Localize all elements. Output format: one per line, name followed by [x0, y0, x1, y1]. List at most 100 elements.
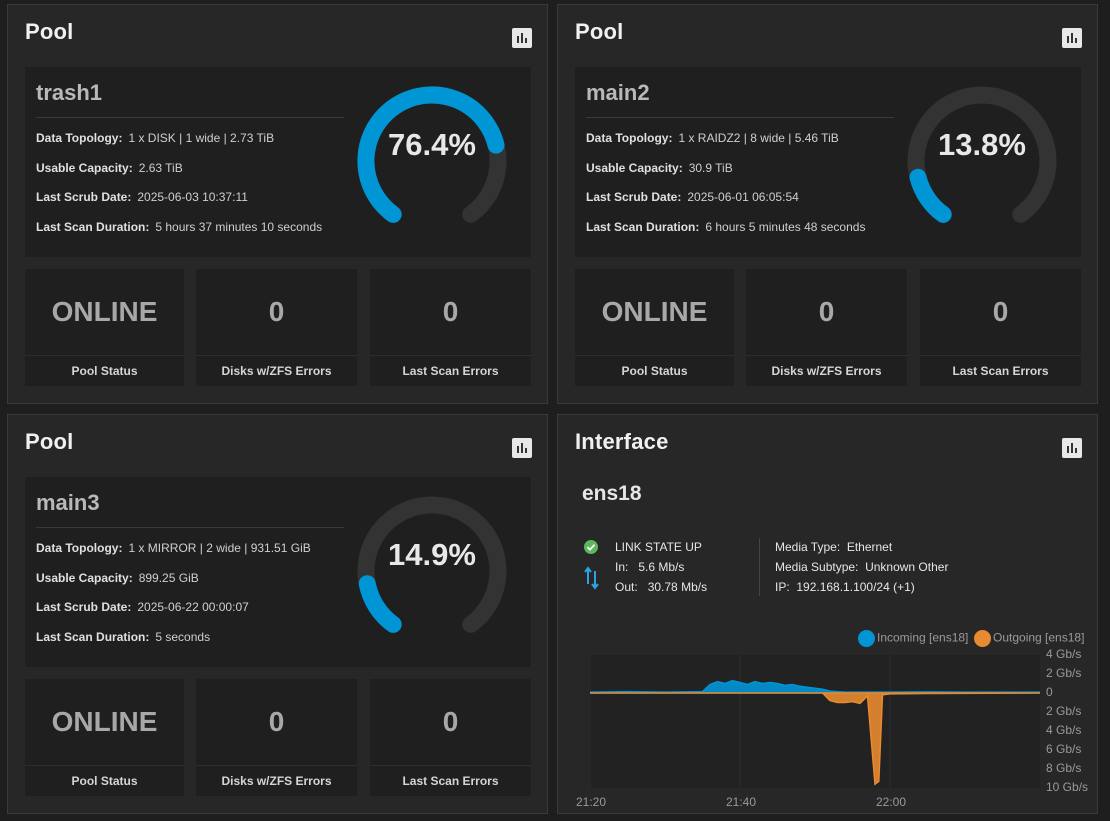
pool-status-box: ONLINE Pool Status [25, 269, 184, 386]
media-subtype-label: Media Subtype: [775, 560, 859, 574]
reports-button[interactable] [512, 28, 532, 48]
ip-address: IP: 192.168.1.100/24 (+1) [775, 580, 915, 594]
media-type-value: Ethernet [846, 540, 893, 554]
interface-name: ens18 [582, 482, 642, 505]
plot-area [590, 655, 1040, 788]
last-scrub-date-value: 2025-06-03 10:37:11 [137, 190, 248, 204]
scan-errors-value: 0 [992, 296, 1009, 327]
last-scrub-date-label: Last Scrub Date: [36, 600, 132, 614]
last-scan-duration: Last Scan Duration: 5 seconds [36, 630, 210, 644]
pool-details: trash1 Data Topology: 1 x DISK | 1 wide |… [25, 67, 531, 257]
usage-gauge [907, 86, 1057, 223]
divider [196, 765, 357, 766]
divider [370, 355, 531, 356]
scan-errors-box: 0 Last Scan Errors [370, 269, 531, 386]
data-topology-value: 1 x RAIDZ2 | 8 wide | 5.46 TiB [678, 131, 839, 145]
usage-percent: 14.9% [388, 537, 476, 572]
data-topology-label: Data Topology: [586, 131, 673, 145]
ip-label: IP: [775, 580, 790, 594]
reports-button[interactable] [1062, 28, 1082, 48]
last-scan-duration: Last Scan Duration: 6 hours 5 minutes 48 … [586, 220, 865, 234]
pool-status-value: ONLINE [51, 706, 158, 737]
last-scan-duration-label: Last Scan Duration: [36, 630, 150, 644]
divider [36, 117, 344, 118]
data-topology: Data Topology: 1 x MIRROR | 2 wide | 931.… [36, 541, 311, 555]
scan-errors-value: 0 [442, 296, 459, 327]
pool-status-value: ONLINE [601, 296, 708, 327]
y-tick-label: 10 Gb/s [1046, 780, 1089, 794]
ip-value: 192.168.1.100/24 (+1) [796, 580, 915, 594]
x-tick-label: 22:00 [876, 795, 907, 809]
in-label: In: [615, 560, 629, 574]
y-tick-label: 0 [1046, 685, 1053, 699]
incoming-dot-icon [858, 630, 875, 647]
pool-card-trash1: Pool trash1 Data Topology: 1 x DISK | 1 w… [7, 4, 548, 404]
divider [746, 355, 907, 356]
data-topology: Data Topology: 1 x RAIDZ2 | 8 wide | 5.46… [586, 131, 839, 145]
bar-chart-icon [517, 443, 527, 453]
legend-outgoing[interactable]: Outgoing [ens18] [974, 630, 1084, 647]
pool-card-main3: Pool main3 Data Topology: 1 x MIRROR | 2 … [7, 414, 548, 814]
divider [759, 538, 760, 596]
scan-errors-value: 0 [442, 706, 459, 737]
legend-incoming-label: Incoming [ens18] [877, 630, 969, 645]
disk-errors-box: 0 Disks w/ZFS Errors [196, 269, 357, 386]
in-value: 5.6 Mb/s [638, 560, 685, 574]
card-title: Pool [575, 19, 624, 44]
data-topology-label: Data Topology: [36, 541, 123, 555]
last-scrub-date: Last Scrub Date: 2025-06-03 10:37:11 [36, 190, 248, 204]
y-tick-label: 2 Gb/s [1046, 666, 1082, 680]
link-state: LINK STATE UP [615, 540, 702, 554]
pool-card-main2: Pool main2 Data Topology: 1 x RAIDZ2 | 8 … [557, 4, 1098, 404]
card-title: Pool [25, 429, 74, 454]
last-scan-duration-label: Last Scan Duration: [586, 220, 700, 234]
last-scan-duration-label: Last Scan Duration: [36, 220, 150, 234]
data-topology-value: 1 x MIRROR | 2 wide | 931.51 GiB [128, 541, 311, 555]
divider [920, 355, 1081, 356]
pool-status-label: Pool Status [71, 364, 138, 378]
divider [370, 765, 531, 766]
media-type-label: Media Type: [775, 540, 841, 554]
pool-status-box: ONLINE Pool Status [25, 679, 184, 796]
usage-gauge [357, 496, 507, 633]
usable-capacity: Usable Capacity: 2.63 TiB [36, 161, 183, 175]
disk-errors-box: 0 Disks w/ZFS Errors [196, 679, 357, 796]
last-scan-duration-value: 6 hours 5 minutes 48 seconds [705, 220, 866, 234]
y-tick-label: 8 Gb/s [1046, 761, 1082, 775]
network-traffic-chart[interactable] [590, 655, 1040, 788]
disk-errors-label: Disks w/ZFS Errors [221, 364, 332, 378]
usable-capacity: Usable Capacity: 899.25 GiB [36, 571, 199, 585]
reports-button[interactable] [512, 438, 532, 458]
usage-gauge [357, 86, 507, 223]
usable-capacity-label: Usable Capacity: [586, 161, 683, 175]
divider [36, 527, 344, 528]
reports-button[interactable] [1062, 438, 1082, 458]
disk-errors-value: 0 [818, 296, 835, 327]
usable-capacity-label: Usable Capacity: [36, 571, 133, 585]
divider [575, 355, 734, 356]
media-type: Media Type: Ethernet [775, 540, 892, 554]
bar-chart-icon [517, 33, 527, 43]
data-topology: Data Topology: 1 x DISK | 1 wide | 2.73 T… [36, 131, 274, 145]
last-scrub-date: Last Scrub Date: 2025-06-22 00:00:07 [36, 600, 249, 614]
scan-errors-box: 0 Last Scan Errors [370, 679, 531, 796]
bar-chart-icon [1067, 33, 1077, 43]
arrows-up-down-icon [584, 566, 599, 590]
disk-errors-label: Disks w/ZFS Errors [771, 364, 882, 378]
last-scan-duration-value: 5 seconds [155, 630, 211, 644]
outgoing-dot-icon [974, 630, 991, 647]
y-tick-label: 4 Gb/s [1046, 723, 1082, 737]
y-tick-label: 6 Gb/s [1046, 742, 1082, 756]
usable-capacity: Usable Capacity: 30.9 TiB [586, 161, 733, 175]
divider [25, 355, 184, 356]
legend-incoming[interactable]: Incoming [ens18] [858, 630, 968, 647]
data-topology-label: Data Topology: [36, 131, 123, 145]
pool-name: main2 [586, 80, 650, 105]
scan-errors-label: Last Scan Errors [402, 774, 499, 788]
bar-chart-icon [1067, 443, 1077, 453]
last-scrub-date-value: 2025-06-22 00:00:07 [137, 600, 249, 614]
series-incoming [590, 679, 1040, 694]
card-title: Interface [575, 429, 669, 454]
check-circle-icon [584, 540, 598, 554]
gauge-fill [909, 168, 952, 223]
